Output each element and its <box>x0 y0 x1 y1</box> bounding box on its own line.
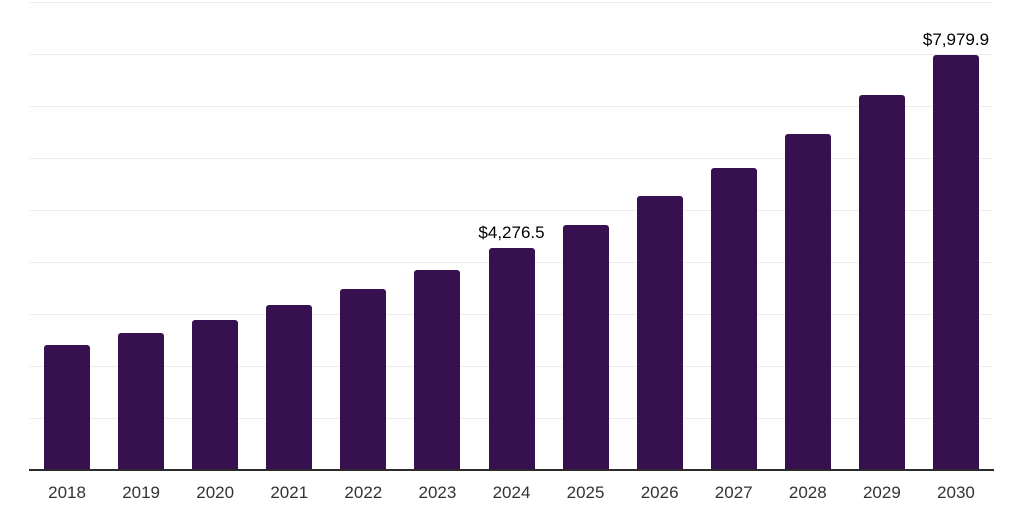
bar-value-label-2030: $7,979.9 <box>922 30 990 50</box>
gridline-5000 <box>30 210 993 211</box>
bar-2025 <box>562 224 609 470</box>
x-axis-label-2028: 2028 <box>788 483 827 502</box>
x-axis-label-2020: 2020 <box>196 483 235 502</box>
bar-2030 <box>932 55 979 470</box>
gridline-8000 <box>30 54 993 55</box>
bar-value-label-2024: $4,276.5 <box>478 222 545 242</box>
x-axis-label-2026: 2026 <box>640 483 679 502</box>
bar-2019 <box>118 332 165 470</box>
plot-area: $4,276.5 $7,979.9 <box>30 2 993 470</box>
x-axis-label-2027: 2027 <box>714 483 753 502</box>
gridline-6000 <box>30 158 993 159</box>
bar-2020 <box>192 319 239 470</box>
bar-2026 <box>636 196 683 470</box>
x-axis-label-2029: 2029 <box>862 483 901 502</box>
bar-2023 <box>414 269 461 470</box>
x-axis-label-2024: 2024 <box>492 483 531 502</box>
x-axis-label-2019: 2019 <box>122 483 161 502</box>
gridline-7000 <box>30 106 993 107</box>
bar-2029 <box>858 95 905 470</box>
bar-2024 <box>488 247 535 470</box>
bar-2028 <box>784 134 831 470</box>
x-axis-label-2021: 2021 <box>270 483 309 502</box>
x-axis-line <box>29 469 994 471</box>
x-axis-label-2018: 2018 <box>48 483 86 502</box>
x-axis-label-2022: 2022 <box>344 483 383 502</box>
x-axis-label-2023: 2023 <box>418 483 457 502</box>
bar-2021 <box>266 304 313 470</box>
x-axis-label-2025: 2025 <box>566 483 605 502</box>
bar-2027 <box>710 168 757 470</box>
bar-2022 <box>340 288 387 470</box>
gridline-9000 <box>30 2 993 3</box>
x-axis-label-2030: 2030 <box>937 483 975 502</box>
bar-2018 <box>44 344 91 470</box>
